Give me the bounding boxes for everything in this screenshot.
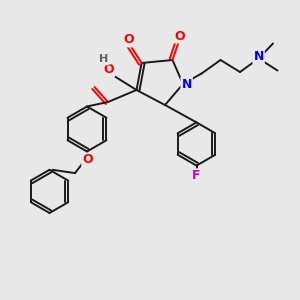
Text: O: O (103, 63, 114, 76)
Text: O: O (175, 29, 185, 43)
Text: O: O (123, 33, 134, 46)
Text: H: H (100, 54, 109, 64)
Text: F: F (192, 169, 201, 182)
Text: O: O (82, 153, 93, 167)
Text: N: N (254, 50, 264, 64)
Text: N: N (182, 77, 192, 91)
